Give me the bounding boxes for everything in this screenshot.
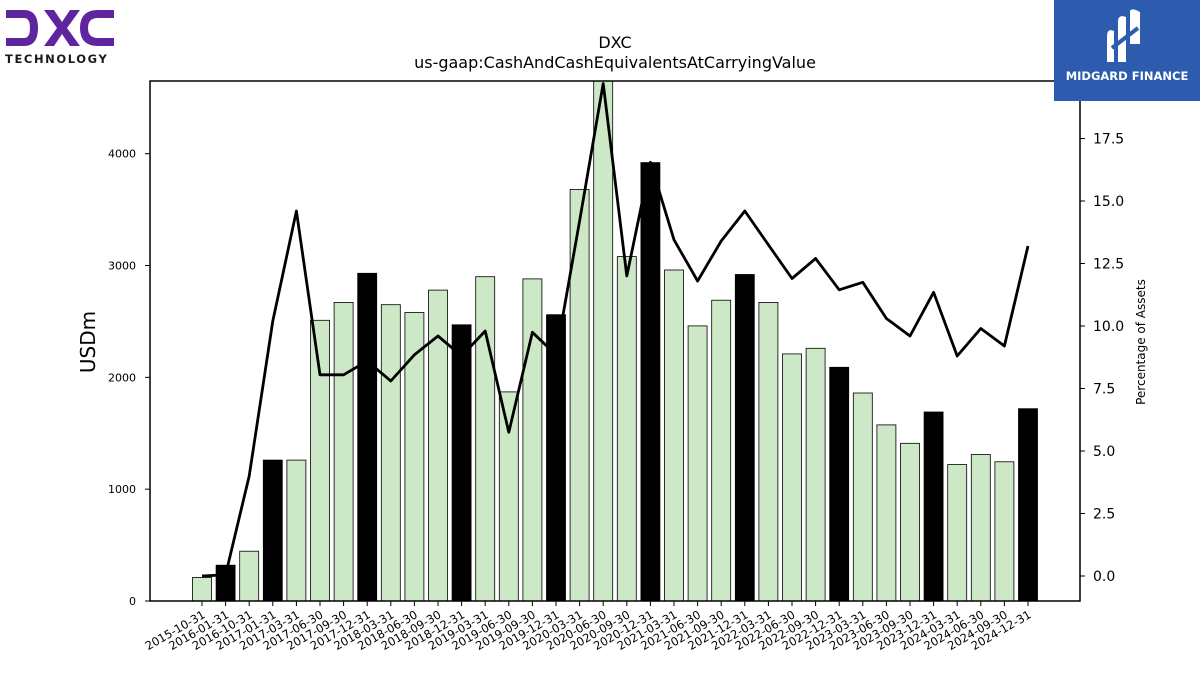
bar (970, 454, 991, 602)
bar (357, 272, 378, 602)
bar (782, 353, 802, 602)
plot-frame (149, 80, 1081, 602)
midgard-logo-icon (1107, 9, 1140, 63)
midgard-finance-name: MIDGARD FINANCE (1065, 69, 1189, 83)
bar (758, 301, 779, 602)
bar (262, 459, 283, 602)
bar (664, 269, 684, 602)
bar (451, 324, 472, 602)
bar-group (192, 80, 1038, 602)
percentage-line (201, 82, 1030, 578)
chart-title: DXC (598, 33, 631, 52)
bar (947, 464, 968, 602)
y2-tick-label: 17.5 (1093, 132, 1124, 148)
y2-tick-label: 2.5 (1093, 507, 1115, 523)
bar (192, 577, 212, 602)
y2-tick-label: 7.5 (1093, 382, 1115, 398)
midgard-finance-badge: MIDGARD FINANCE (1054, 0, 1200, 101)
y2-tick-label: 10.0 (1093, 319, 1124, 335)
y2-tick-label: 12.5 (1093, 257, 1124, 273)
bar (616, 256, 637, 602)
y2-tick-label: 0.0 (1093, 569, 1115, 585)
bar (734, 274, 755, 602)
bar (805, 347, 826, 602)
dxc-logo-c-shape (80, 10, 114, 46)
y2-tick-label: 5.0 (1093, 444, 1115, 460)
bar (829, 366, 850, 602)
bar (852, 392, 873, 602)
bar (546, 314, 566, 602)
dxc-logo (6, 10, 114, 46)
y-tick-label: 0 (129, 595, 136, 608)
chart-subtitle: us-gaap:CashAndCashEquivalentsAtCarrying… (414, 53, 816, 72)
bar (522, 278, 543, 602)
y-tick-label: 3000 (108, 260, 136, 273)
bar (640, 162, 661, 602)
dxc-logo-d-shape (6, 10, 38, 46)
bar (687, 325, 708, 602)
axes-group: 0 1000 2000 3000 4000 0.0 2.5 5.0 7.5 10.0 12.5 15.… (108, 80, 1124, 653)
y-tick-label: 1000 (108, 483, 136, 496)
bar (475, 276, 496, 602)
bar (994, 461, 1015, 602)
bar (900, 442, 920, 602)
bar (1018, 408, 1038, 602)
bar (498, 391, 519, 602)
bar (380, 304, 401, 602)
y-tick-label: 4000 (108, 148, 136, 161)
bar (239, 550, 260, 602)
bar (333, 301, 354, 602)
y-axis-label: USDm (76, 311, 100, 373)
y2-axis-label: Percentage of Assets (1134, 279, 1148, 405)
bar (286, 459, 307, 602)
line-group (201, 82, 1030, 578)
y2-tick-label: 15.0 (1093, 194, 1124, 210)
bar (593, 80, 614, 602)
bar (923, 411, 944, 602)
dxc-logo-x-shape (44, 10, 80, 46)
y-tick-label: 2000 (108, 371, 136, 384)
bar (876, 424, 897, 602)
dxc-logo-subtext: TECHNOLOGY (5, 52, 109, 66)
bar (310, 319, 330, 602)
bar (711, 299, 732, 602)
